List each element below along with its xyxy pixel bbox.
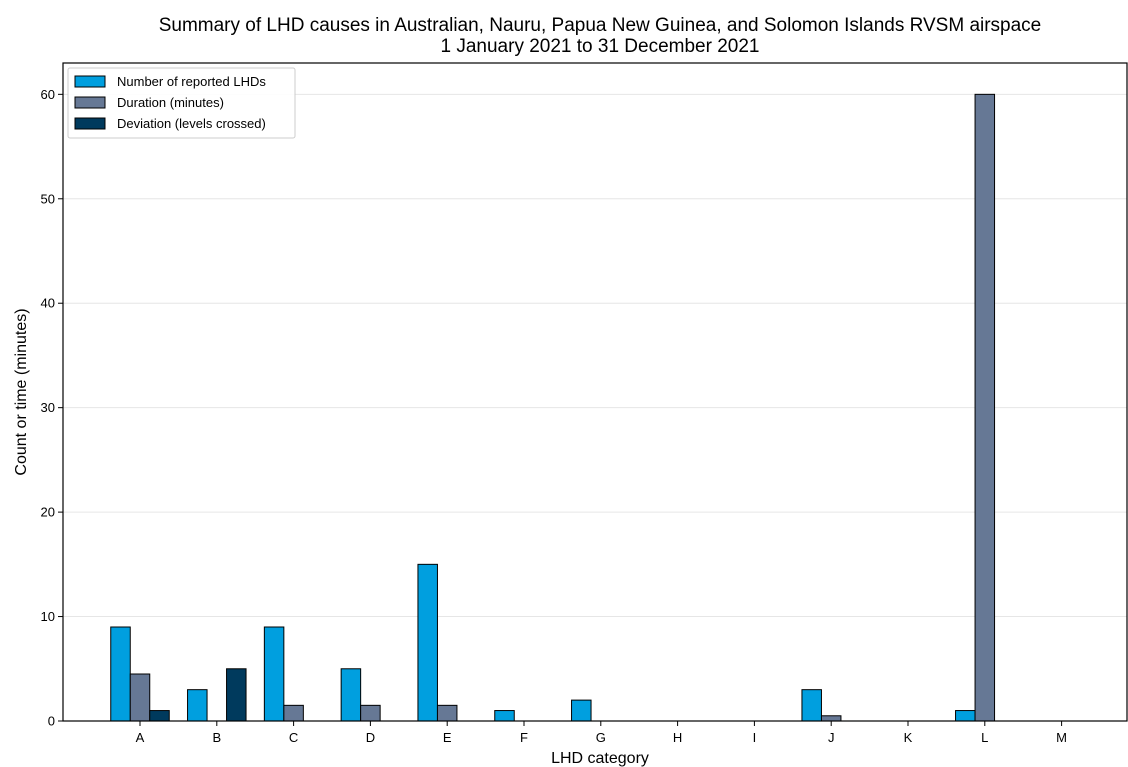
bar [360,704,381,722]
bar [417,563,438,722]
y-tick-label: 0 [48,714,55,729]
bar [571,699,592,722]
legend-label-deviation: Deviation (levels crossed) [117,116,266,131]
plot-frame [62,62,1128,722]
legend-swatch-duration [74,96,106,109]
bar [820,715,842,722]
bar [436,704,458,722]
x-tick-label: M [1056,730,1067,745]
y-tick-label: 20 [41,505,55,520]
bar [974,93,996,722]
legend-label-lhd-count: Number of reported LHDs [117,74,266,89]
bar [340,668,362,722]
gridlines [63,93,1127,618]
y-tick-label: 40 [41,296,55,311]
bar [226,668,247,722]
legend-swatch-deviation [74,117,106,130]
x-tick-label: A [136,730,145,745]
bar [187,689,208,722]
x-tick-label: E [443,730,452,745]
bar [263,626,285,722]
x-tick-label: J [828,730,835,745]
legend-item: Deviation (levels crossed) [74,116,266,131]
y-tick-label: 30 [41,400,55,415]
chart-subtitle: 1 January 2021 to 31 December 2021 [441,36,760,57]
legend-box [67,67,296,139]
bar [129,673,151,722]
bar [801,689,822,722]
x-tick-label: G [596,730,606,745]
bar [149,710,170,722]
bar [283,704,304,722]
x-tick-label: H [673,730,682,745]
y-axis: 0 10 20 30 40 50 60 [41,87,63,729]
bar [494,710,515,722]
y-axis-label: Count or time (minutes) [13,308,30,475]
legend-item: Number of reported LHDs [74,74,266,89]
legend-label-duration: Duration (minutes) [117,95,224,110]
y-tick-label: 50 [41,191,55,206]
x-tick-label: K [904,730,913,745]
legend-swatch-lhd-count [74,75,106,88]
chart-title: Summary of LHD causes in Australian, Nau… [159,15,1042,36]
x-tick-label: B [212,730,221,745]
y-tick-label: 60 [41,87,55,102]
legend: Number of reported LHDs Duration (minute… [67,67,296,139]
x-tick-label: D [366,730,375,745]
bar [955,710,976,722]
x-tick-label: I [753,730,757,745]
y-tick-label: 10 [41,609,55,624]
legend-item: Duration (minutes) [74,95,224,110]
x-axis-label: LHD category [551,750,649,767]
x-tick-label: L [981,730,988,745]
bar [110,626,131,722]
x-tick-label: F [520,730,528,745]
x-axis: A B C D E F G H I J K L M [136,721,1067,745]
x-tick-label: C [289,730,298,745]
